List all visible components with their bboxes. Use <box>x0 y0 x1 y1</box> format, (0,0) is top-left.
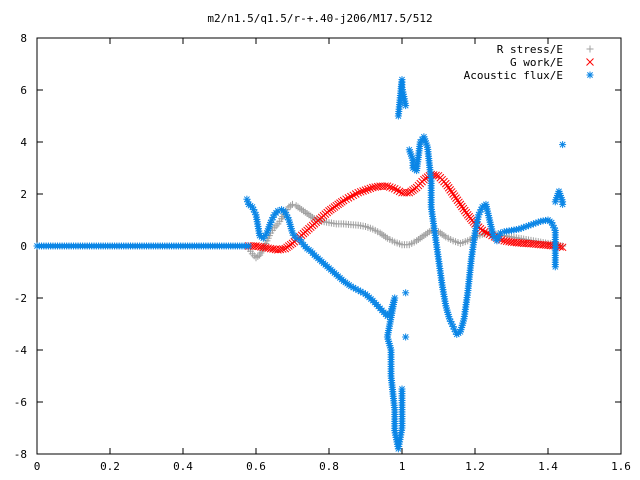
data-point <box>359 187 367 195</box>
x-tick-label: 0.8 <box>319 460 339 473</box>
legend-label: Acoustic flux/E <box>464 69 563 82</box>
data-point <box>307 212 315 220</box>
data-point <box>382 233 390 241</box>
legend-marker <box>586 58 594 66</box>
data-point <box>402 102 410 110</box>
series-layer <box>33 76 567 453</box>
data-point <box>559 242 567 250</box>
data-point <box>432 171 440 180</box>
legend-label: G work/E <box>510 56 563 69</box>
data-point <box>269 213 277 221</box>
data-point <box>450 325 458 333</box>
data-point <box>390 184 399 193</box>
data-point <box>347 192 355 201</box>
data-point <box>299 207 307 215</box>
data-point <box>354 188 363 197</box>
x-tick-label: 1.4 <box>538 460 558 473</box>
data-point <box>385 183 394 191</box>
data-point <box>416 234 424 242</box>
data-point <box>376 229 384 237</box>
data-point <box>339 196 348 205</box>
data-point <box>296 204 304 212</box>
x-tick-label: 1.6 <box>611 460 631 473</box>
y-tick-label: -4 <box>14 344 28 357</box>
y-tick-label: -6 <box>14 396 27 409</box>
data-point <box>420 232 428 240</box>
x-tick-label: 0.4 <box>173 460 193 473</box>
y-tick-label: 2 <box>20 188 27 201</box>
data-point <box>292 202 300 210</box>
series-acoustic-flux-e <box>33 76 567 453</box>
data-point <box>414 236 422 243</box>
data-point <box>364 185 372 194</box>
data-point <box>378 230 386 238</box>
data-point <box>285 203 293 211</box>
data-point <box>278 245 287 253</box>
data-point <box>252 254 260 262</box>
data-point <box>356 187 365 196</box>
data-point <box>349 191 358 200</box>
data-point <box>393 186 401 194</box>
data-point <box>424 229 432 237</box>
data-point <box>294 203 302 211</box>
legend-label: R stress/E <box>497 43 563 56</box>
data-point <box>298 206 306 214</box>
data-point <box>361 186 370 194</box>
data-point <box>478 226 487 235</box>
data-point <box>254 252 262 260</box>
y-tick-label: -2 <box>14 292 27 305</box>
data-point <box>395 187 404 196</box>
data-point <box>559 141 567 149</box>
axis-layer: 0 0.2 0.4 0.6 0.8 1 1.2 1.4 1.6 -8 -6 -4 -2 0 2 4 6 8 <box>14 32 631 473</box>
data-point <box>418 233 426 241</box>
data-point <box>413 237 421 245</box>
data-point <box>289 200 296 208</box>
data-point <box>425 228 433 236</box>
data-point <box>342 195 350 204</box>
data-point <box>438 230 446 238</box>
y-tick-label: 6 <box>20 84 27 97</box>
data-point <box>303 210 311 217</box>
data-point <box>245 242 253 250</box>
data-point <box>351 190 360 198</box>
data-point <box>440 232 448 240</box>
x-tick-label: 1 <box>399 460 406 473</box>
x-tick-label: 0.2 <box>100 460 120 473</box>
data-point <box>402 289 410 297</box>
data-point <box>398 385 406 393</box>
y-tick-label: -8 <box>14 448 27 461</box>
series-g-work-e <box>244 170 567 254</box>
data-point <box>520 223 528 231</box>
data-point <box>551 263 559 271</box>
data-point <box>402 333 410 341</box>
data-point <box>480 227 489 236</box>
y-tick-label: 4 <box>20 136 27 149</box>
x-tick-label: 1.2 <box>465 460 485 473</box>
data-point <box>383 182 392 191</box>
data-point <box>344 194 353 202</box>
data-point <box>403 188 411 197</box>
data-point <box>305 211 313 219</box>
data-point <box>301 208 309 216</box>
data-point <box>559 200 567 208</box>
data-point <box>380 232 388 240</box>
y-tick-label: 8 <box>20 32 27 45</box>
legend-marker <box>586 71 594 79</box>
data-point <box>558 243 567 252</box>
y-tick-label: 0 <box>20 240 27 253</box>
data-point <box>422 230 430 238</box>
data-point <box>388 184 397 192</box>
x-tick-label: 0 <box>34 460 41 473</box>
data-point <box>525 222 533 230</box>
data-point <box>366 184 375 193</box>
chart-title: m2/n1.5/q1.5/r-+.40-j206/M17.5/512 <box>207 12 432 25</box>
legend-marker <box>586 45 594 53</box>
x-tick-label: 0.6 <box>246 460 266 473</box>
